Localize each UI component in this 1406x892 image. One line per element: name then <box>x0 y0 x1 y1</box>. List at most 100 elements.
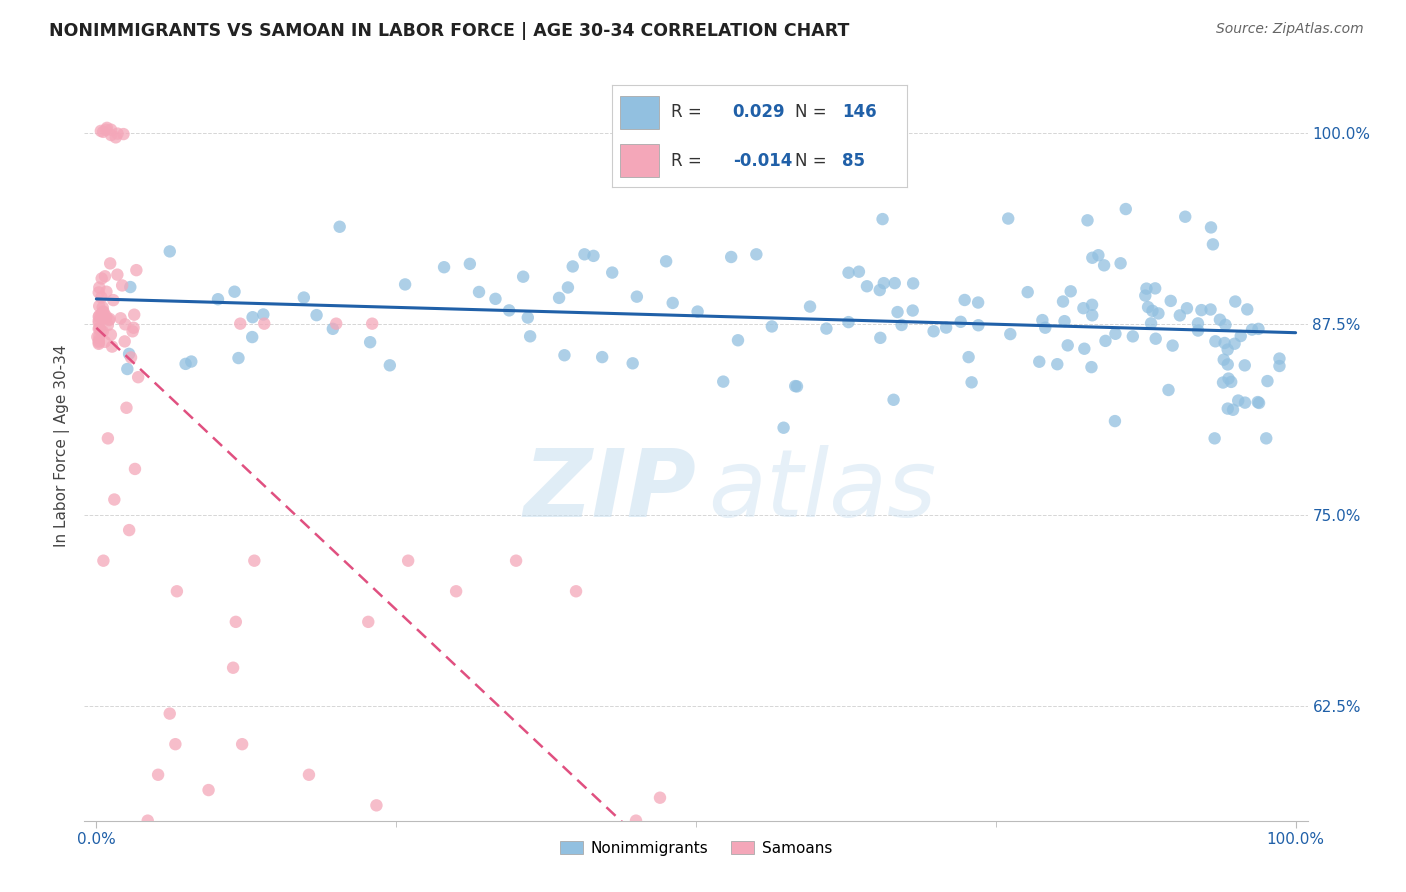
Point <box>1216 358 1239 372</box>
Point <box>98 256 121 270</box>
Point <box>1233 395 1256 409</box>
Point <box>87 310 110 324</box>
Point <box>1213 336 1236 351</box>
Point <box>727 333 749 347</box>
Point <box>100 327 122 342</box>
Point <box>98 312 121 326</box>
Point <box>1247 396 1270 410</box>
Point <box>159 706 181 721</box>
Point <box>498 303 520 318</box>
Point <box>661 296 683 310</box>
Point <box>91 125 114 139</box>
Point <box>1157 383 1180 397</box>
Point <box>120 280 142 294</box>
Point <box>93 305 115 319</box>
Point <box>127 370 149 384</box>
Point <box>519 329 541 343</box>
Point <box>96 120 118 135</box>
Point <box>1142 303 1164 318</box>
Point <box>87 334 110 348</box>
Point <box>856 279 879 293</box>
Point <box>1073 342 1095 356</box>
Point <box>1227 393 1250 408</box>
Point <box>1017 285 1039 300</box>
Point <box>121 324 143 338</box>
Point <box>648 790 671 805</box>
Point <box>1144 281 1167 295</box>
Point <box>1115 202 1137 216</box>
Point <box>512 269 534 284</box>
Point <box>1144 332 1167 346</box>
Point <box>591 350 613 364</box>
Point <box>1052 294 1074 309</box>
Point <box>1240 322 1263 336</box>
Point <box>174 357 197 371</box>
Point <box>90 290 112 304</box>
Point <box>229 317 252 331</box>
Point <box>1033 320 1056 334</box>
Point <box>361 317 384 331</box>
Point <box>231 737 253 751</box>
Point <box>114 318 136 332</box>
Point <box>458 257 481 271</box>
Point <box>953 293 976 307</box>
Point <box>873 276 896 290</box>
Point <box>468 285 491 299</box>
Point <box>87 335 110 350</box>
Point <box>565 584 588 599</box>
Point <box>1056 338 1078 352</box>
Point <box>1268 351 1291 366</box>
Point <box>90 271 112 285</box>
Point <box>115 401 138 415</box>
Point <box>91 309 114 323</box>
Point <box>1187 317 1209 331</box>
Point <box>484 292 506 306</box>
Point <box>89 321 111 335</box>
Point <box>305 308 328 322</box>
Y-axis label: In Labor Force | Age 30-34: In Labor Force | Age 30-34 <box>55 344 70 548</box>
Point <box>505 554 527 568</box>
Point <box>1174 210 1197 224</box>
Point <box>1247 395 1270 409</box>
Point <box>433 260 456 275</box>
Point <box>1000 327 1022 342</box>
Point <box>1028 355 1050 369</box>
Text: NONIMMIGRANTS VS SAMOAN IN LABOR FORCE | AGE 30-34 CORRELATION CHART: NONIMMIGRANTS VS SAMOAN IN LABOR FORCE |… <box>49 22 849 40</box>
Point <box>869 283 891 297</box>
Point <box>1233 359 1256 373</box>
Point <box>799 300 821 314</box>
Point <box>298 768 321 782</box>
Point <box>359 335 381 350</box>
Point <box>96 285 118 299</box>
Point <box>786 379 808 393</box>
FancyBboxPatch shape <box>620 145 659 177</box>
Point <box>89 329 111 343</box>
Legend: Nonimmigrants, Samoans: Nonimmigrants, Samoans <box>554 834 838 862</box>
Text: 146: 146 <box>842 103 876 121</box>
Point <box>1204 431 1226 445</box>
Point <box>848 265 870 279</box>
Text: R =: R = <box>671 103 702 121</box>
Point <box>91 301 114 315</box>
Point <box>112 127 135 141</box>
Point <box>86 330 108 344</box>
Point <box>872 212 894 227</box>
Point <box>548 291 571 305</box>
Point <box>922 324 945 338</box>
Point <box>100 128 122 142</box>
Point <box>197 783 219 797</box>
Point <box>1218 371 1240 385</box>
Point <box>1236 302 1258 317</box>
Point <box>1109 256 1132 270</box>
Point <box>655 254 678 268</box>
Point <box>91 325 114 339</box>
Point <box>557 280 579 294</box>
Point <box>1104 326 1126 341</box>
Point <box>720 250 742 264</box>
Point <box>94 269 117 284</box>
Point <box>957 350 980 364</box>
Point <box>600 266 623 280</box>
Point <box>87 322 110 336</box>
Text: Source: ZipAtlas.com: Source: ZipAtlas.com <box>1216 22 1364 37</box>
Point <box>1140 316 1163 330</box>
